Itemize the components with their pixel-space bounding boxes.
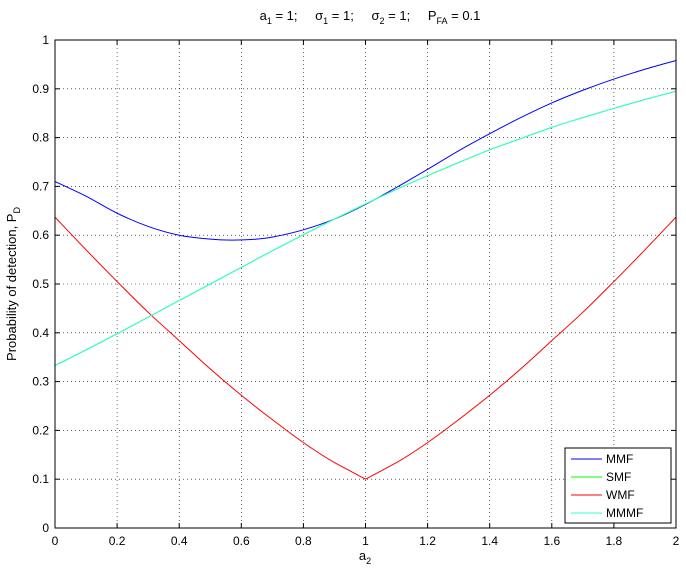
series-line-wmf (54, 216, 677, 480)
y-axis-label: Probability of detection, PD (4, 207, 22, 361)
legend-label-smf: SMF (606, 470, 631, 484)
x-axis-label: a2 (359, 548, 371, 566)
legend-label-mmmf: MMMF (606, 506, 643, 520)
chart-title: a1 = 1; σ1 = 1; σ2 = 1; PFA = 0.1 (260, 8, 481, 26)
x-tick-label: 0 (52, 534, 59, 548)
y-tick-label: 0.5 (32, 277, 49, 291)
legend-label-mmf: MMF (606, 452, 633, 466)
x-tick-label: 1.2 (419, 534, 436, 548)
x-tick-labels: 0 0.2 0.4 0.6 0.8 1 1.2 1.4 1.6 1.8 2 (52, 534, 680, 548)
y-tick-label: 0.7 (32, 179, 49, 193)
series-line-mmf (54, 60, 677, 241)
y-tick-label: 0.6 (32, 228, 49, 242)
legend: MMF SMF WMF MMMF (564, 447, 672, 524)
y-tick-label: 0.1 (32, 472, 49, 486)
y-tick-label: 0.8 (32, 131, 49, 145)
y-tick-labels: 0 0.1 0.2 0.3 0.4 0.5 0.6 0.7 0.8 0.9 1 (32, 33, 49, 535)
x-tick-label: 0.4 (171, 534, 188, 548)
y-tick-label: 0.3 (32, 375, 49, 389)
x-tick-label: 0.2 (109, 534, 126, 548)
series-line-mmmf (54, 90, 677, 366)
grid-lines (55, 40, 676, 528)
x-tick-label: 0.8 (295, 534, 312, 548)
y-tick-label: 0.4 (32, 326, 49, 340)
x-tick-label: 2 (673, 534, 680, 548)
legend-box (564, 447, 672, 524)
y-tick-label: 1 (42, 33, 49, 47)
axis-ticks (54, 39, 677, 529)
x-tick-label: 1 (362, 534, 369, 548)
x-tick-label: 1.4 (481, 534, 498, 548)
x-tick-label: 1.6 (543, 534, 560, 548)
y-tick-label: 0.9 (32, 82, 49, 96)
x-tick-label: 0.6 (233, 534, 250, 548)
y-tick-label: 0.2 (32, 423, 49, 437)
y-tick-label: 0 (42, 521, 49, 535)
x-tick-label: 1.8 (606, 534, 623, 548)
series-lines (54, 60, 677, 480)
legend-label-wmf: WMF (606, 488, 635, 502)
